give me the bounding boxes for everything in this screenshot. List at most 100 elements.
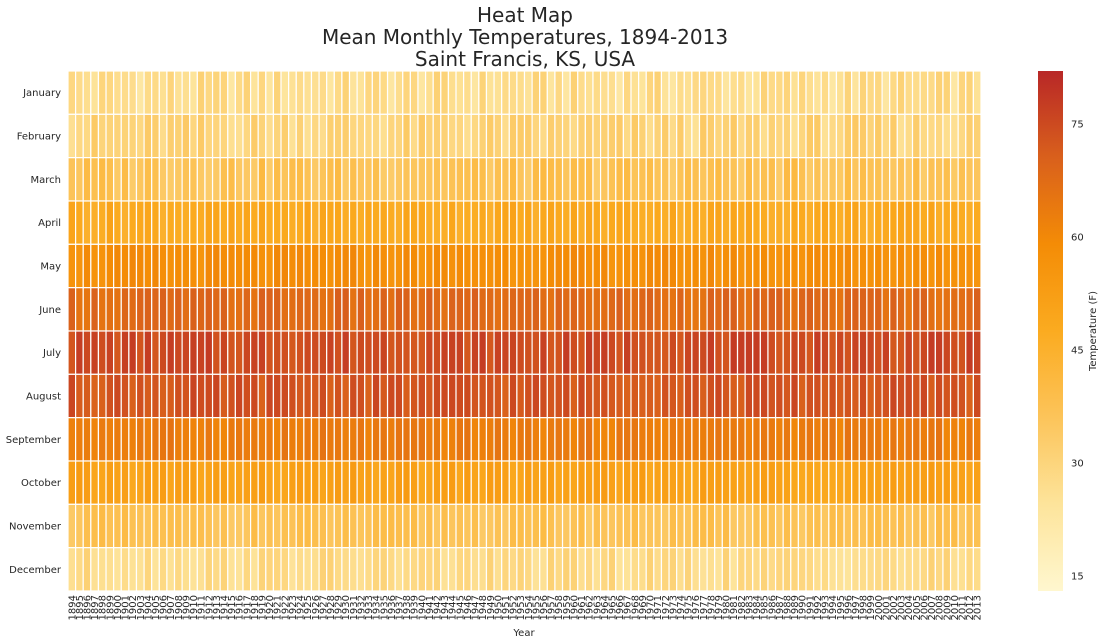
heatmap-cell xyxy=(82,547,92,592)
heatmap-cell xyxy=(546,373,556,419)
year-tick-label: 1947 xyxy=(471,595,482,620)
heatmap-cell xyxy=(645,113,655,159)
heatmap-cell xyxy=(592,417,602,462)
heatmap-cell xyxy=(813,70,822,115)
heatmap-cell xyxy=(516,287,526,332)
heatmap-cell xyxy=(653,287,663,332)
heatmap-cell xyxy=(630,157,640,202)
heatmap-cell xyxy=(592,547,602,592)
heatmap-cell xyxy=(166,330,176,375)
heatmap-cell xyxy=(873,503,883,549)
heatmap-cell xyxy=(828,70,838,115)
heatmap-cell xyxy=(813,547,822,592)
heatmap-cell xyxy=(424,113,434,159)
heatmap-cell xyxy=(965,460,974,505)
heatmap-cell xyxy=(257,330,267,375)
heatmap-cell xyxy=(166,287,176,332)
heatmap-cell xyxy=(424,243,434,289)
heatmap-cell xyxy=(219,417,229,462)
heatmap-cell xyxy=(668,417,678,462)
heatmap-cell xyxy=(501,503,510,549)
heatmap-cell xyxy=(158,70,168,115)
heatmap-cell xyxy=(113,243,122,289)
heatmap-cell xyxy=(113,200,122,245)
heatmap-cell xyxy=(447,547,457,592)
heatmap-cell xyxy=(691,243,701,289)
heatmap-cell xyxy=(638,200,647,245)
heatmap-cell xyxy=(858,157,868,202)
heatmap-cell xyxy=(166,417,176,462)
heatmap-cell xyxy=(797,503,807,549)
heatmap-cell xyxy=(645,70,655,115)
heatmap-cell xyxy=(546,200,556,245)
heatmap-cell xyxy=(607,287,617,332)
heatmap-cell xyxy=(782,113,792,159)
heatmap-cell xyxy=(455,460,465,505)
heatmap-cell xyxy=(470,200,480,245)
heatmap-cell xyxy=(303,243,313,289)
heatmap-cell xyxy=(896,417,906,462)
heatmap-cell xyxy=(310,200,320,245)
heatmap-cell xyxy=(432,287,442,332)
heatmap-cell xyxy=(82,330,92,375)
heatmap-cell xyxy=(698,200,708,245)
year-tick-label: 1904 xyxy=(143,595,154,620)
year-tick-label: 1916 xyxy=(235,595,246,620)
heatmap-cell xyxy=(828,547,838,592)
heatmap-cell xyxy=(310,503,320,549)
heatmap-cell xyxy=(599,460,609,505)
heatmap-cell xyxy=(622,460,632,505)
heatmap-cell xyxy=(805,287,815,332)
heatmap-cell xyxy=(691,503,701,549)
heatmap-cell xyxy=(889,113,898,159)
heatmap-cell xyxy=(653,503,663,549)
heatmap-cell xyxy=(501,373,510,419)
heatmap-cell xyxy=(250,113,259,159)
year-tick-label: 1912 xyxy=(204,595,215,620)
heatmap-cell xyxy=(173,157,183,202)
heatmap-cell xyxy=(896,503,906,549)
heatmap-cell xyxy=(227,200,236,245)
heatmap-cell xyxy=(820,330,830,375)
heatmap-cell xyxy=(782,243,792,289)
heatmap-cell xyxy=(957,113,967,159)
heatmap-cell xyxy=(463,157,472,202)
year-tick-label: 1931 xyxy=(349,595,360,620)
heatmap-cell xyxy=(501,330,510,375)
heatmap-cell xyxy=(455,417,465,462)
heatmap-cell xyxy=(158,157,168,202)
heatmap-cell xyxy=(965,70,974,115)
heatmap-cell xyxy=(272,330,282,375)
heatmap-cell xyxy=(295,417,305,462)
heatmap-cell xyxy=(782,417,792,462)
heatmap-cell xyxy=(942,243,952,289)
heatmap-cell xyxy=(455,70,465,115)
heatmap-cell xyxy=(516,547,526,592)
heatmap-cell xyxy=(645,330,655,375)
heatmap-cell xyxy=(211,157,221,202)
heatmap-cell xyxy=(67,157,77,202)
heatmap-cell xyxy=(896,287,906,332)
heatmap-cell xyxy=(949,417,959,462)
heatmap-cell xyxy=(356,157,366,202)
heatmap-cell xyxy=(736,287,746,332)
heatmap-cell xyxy=(965,200,974,245)
heatmap-cell xyxy=(265,417,275,462)
heatmap-cell xyxy=(615,460,625,505)
heatmap-cell xyxy=(333,113,343,159)
heatmap-cell xyxy=(356,373,366,419)
heatmap-cell xyxy=(386,460,396,505)
year-tick-label: 1985 xyxy=(760,595,771,620)
heatmap-cell xyxy=(166,200,176,245)
heatmap-cell xyxy=(234,417,244,462)
heatmap-cell xyxy=(478,373,488,419)
heatmap-cell xyxy=(691,330,701,375)
heatmap-cell xyxy=(714,417,723,462)
heatmap-cell xyxy=(303,70,313,115)
heatmap-cell xyxy=(759,243,769,289)
heatmap-cell xyxy=(554,200,564,245)
heatmap-cell xyxy=(645,417,655,462)
heatmap-cell xyxy=(561,113,571,159)
heatmap-cell xyxy=(371,287,381,332)
year-tick-label: 1927 xyxy=(318,595,329,620)
